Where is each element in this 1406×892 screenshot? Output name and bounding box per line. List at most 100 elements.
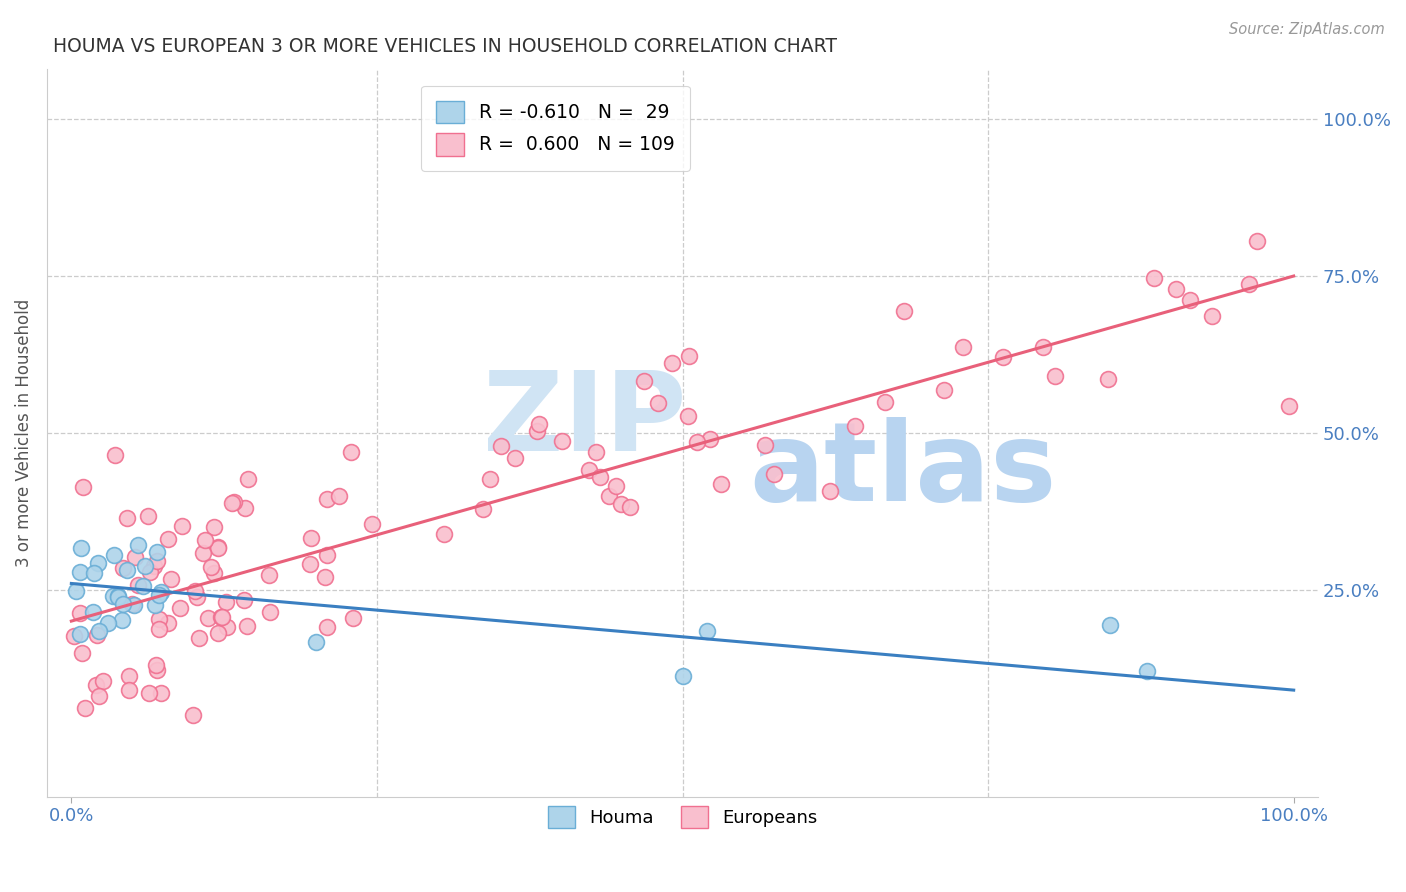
Point (224, 495, 246, 509)
Point (299, 531, 322, 545)
Point (86, 628, 108, 642)
Point (82, 605, 104, 619)
Point (91, 673, 114, 688)
Point (221, 496, 243, 510)
Point (589, 469, 612, 483)
Point (1097, 372, 1119, 386)
Point (63, 629, 86, 643)
Point (193, 545, 215, 559)
Point (585, 444, 607, 458)
Point (527, 417, 550, 431)
Point (598, 489, 620, 503)
Point (127, 578, 149, 592)
Point (107, 590, 129, 604)
Legend: Houma, Europeans: Houma, Europeans (540, 798, 825, 835)
Point (578, 463, 600, 477)
Point (699, 432, 721, 446)
Point (143, 559, 166, 574)
Point (1166, 282, 1188, 296)
Point (157, 616, 180, 631)
Point (893, 304, 915, 318)
Point (993, 350, 1015, 364)
Point (138, 686, 160, 700)
Point (610, 497, 633, 511)
Point (107, 590, 129, 604)
Point (104, 449, 127, 463)
Point (1032, 340, 1054, 354)
Point (139, 566, 162, 580)
Point (89, 624, 111, 639)
Point (678, 349, 700, 363)
Point (69, 606, 91, 620)
Point (69, 541, 91, 555)
Point (762, 467, 785, 481)
Point (1201, 309, 1223, 323)
Point (661, 356, 683, 370)
Point (86, 678, 108, 692)
Point (259, 605, 281, 619)
Point (75, 700, 97, 714)
Point (873, 395, 896, 409)
Point (136, 509, 159, 524)
Point (315, 619, 337, 633)
Point (87, 556, 110, 570)
Point (127, 538, 149, 552)
Point (89, 689, 111, 703)
Text: ZIP: ZIP (484, 367, 686, 474)
Point (69, 627, 91, 641)
Point (111, 613, 134, 627)
Point (471, 501, 494, 516)
Point (143, 599, 166, 613)
Point (148, 588, 170, 602)
Point (232, 593, 254, 607)
Point (1043, 369, 1066, 384)
Point (118, 683, 141, 698)
Point (478, 472, 501, 486)
Point (671, 669, 693, 683)
Point (150, 585, 173, 599)
Point (146, 663, 169, 677)
Point (101, 589, 124, 603)
Point (194, 533, 217, 548)
Point (215, 595, 238, 609)
Point (526, 424, 548, 438)
Point (202, 520, 225, 534)
Point (551, 434, 574, 448)
Point (233, 501, 256, 516)
Point (118, 668, 141, 682)
Point (124, 549, 146, 564)
Point (83, 566, 105, 580)
Point (121, 597, 143, 611)
Point (207, 541, 229, 555)
Point (1237, 277, 1260, 291)
Point (316, 491, 339, 506)
Point (146, 545, 169, 559)
Point (489, 439, 512, 453)
Point (111, 598, 134, 612)
Point (342, 611, 364, 625)
Point (696, 624, 718, 638)
Point (633, 374, 655, 388)
Point (146, 554, 169, 568)
Point (132, 579, 155, 593)
Point (207, 541, 229, 555)
Point (339, 444, 361, 458)
Point (181, 708, 204, 723)
Point (1246, 234, 1268, 248)
Point (148, 623, 170, 637)
Point (676, 409, 699, 423)
Point (200, 560, 222, 574)
Point (932, 383, 955, 397)
Point (235, 619, 257, 633)
Point (316, 548, 339, 562)
Text: Source: ZipAtlas.com: Source: ZipAtlas.com (1229, 22, 1385, 37)
Text: atlas: atlas (749, 417, 1056, 524)
Point (70, 646, 93, 660)
Point (211, 610, 233, 624)
Point (844, 419, 866, 434)
Point (202, 566, 225, 581)
Point (503, 450, 526, 465)
Point (169, 601, 191, 615)
Point (314, 570, 336, 584)
Point (184, 584, 207, 599)
